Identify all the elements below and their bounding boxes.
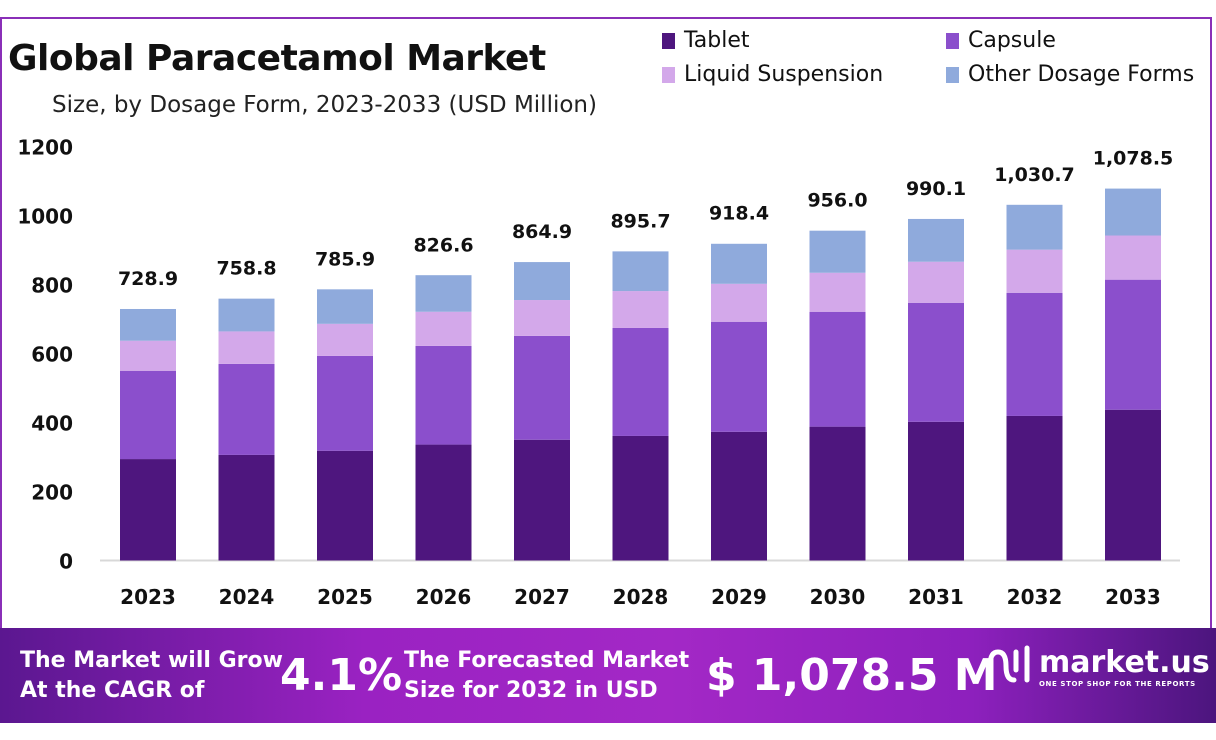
- logo-name: market.us: [1039, 644, 1210, 680]
- bar-segment-other-dosage-forms: [1105, 188, 1161, 236]
- bar-segment-capsule: [218, 363, 275, 455]
- bar-segment-tablet: [1105, 409, 1161, 561]
- x-tick-label: 2029: [711, 585, 767, 609]
- y-tick-label: 1200: [17, 136, 73, 160]
- total-label: 758.8: [216, 258, 276, 280]
- bar-segment-tablet: [711, 431, 767, 561]
- bar-segment-tablet: [809, 426, 866, 561]
- y-tick-label: 600: [31, 343, 73, 367]
- legend-swatch: [662, 32, 675, 49]
- x-tick-label: 2026: [416, 585, 472, 609]
- bar-segment-other-dosage-forms: [415, 275, 472, 312]
- chart-subtitle: Size, by Dosage Form, 2023-2033 (USD Mil…: [52, 92, 597, 118]
- total-label: 1,030.7: [994, 164, 1075, 186]
- bar-segment-other-dosage-forms: [317, 289, 373, 324]
- forecast-label: The Forecasted Market Size for 2032 in U…: [404, 648, 690, 703]
- bar-segment-tablet: [514, 439, 570, 561]
- bar-segment-capsule: [711, 321, 767, 432]
- bar-segment-liquid-suspension: [1006, 249, 1063, 293]
- x-tick-label: 2025: [317, 585, 373, 609]
- bar-segment-liquid-suspension: [612, 291, 669, 328]
- y-tick-label: 200: [31, 481, 73, 505]
- x-tick-label: 2028: [613, 585, 669, 609]
- bar-segment-tablet: [908, 421, 964, 561]
- cagr-label: The Market will Grow At the CAGR of: [20, 648, 283, 703]
- bar-segment-other-dosage-forms: [120, 308, 176, 341]
- bar-segment-liquid-suspension: [317, 323, 373, 356]
- x-tick-label: 2024: [219, 585, 275, 609]
- bar-segment-other-dosage-forms: [514, 262, 570, 301]
- bar-segment-liquid-suspension: [809, 272, 866, 312]
- x-tick-label: 2031: [908, 585, 964, 609]
- legend-label: Other Dosage Forms: [968, 62, 1195, 87]
- legend-item-tablet: Tablet: [662, 28, 750, 53]
- bar-segment-capsule: [317, 355, 373, 451]
- bar-segment-other-dosage-forms: [1006, 204, 1063, 250]
- bar-segment-capsule: [809, 311, 866, 427]
- bar-segment-liquid-suspension: [711, 283, 767, 322]
- legend-item-capsule: Capsule: [946, 28, 1056, 53]
- legend-item-other: Other Dosage Forms: [946, 62, 1194, 87]
- bar-segment-capsule: [612, 327, 669, 436]
- total-label: 990.1: [906, 178, 966, 200]
- x-tick-label: 2032: [1007, 585, 1063, 609]
- legend-swatch: [946, 66, 959, 83]
- x-tick-label: 2023: [120, 585, 176, 609]
- bar-segment-other-dosage-forms: [908, 218, 964, 262]
- total-label: 956.0: [807, 190, 867, 212]
- bar-segment-tablet: [120, 459, 176, 561]
- bar-segment-liquid-suspension: [218, 331, 275, 364]
- y-tick-label: 0: [59, 550, 73, 574]
- total-label: 785.9: [315, 248, 375, 270]
- bar-segment-capsule: [1105, 279, 1161, 410]
- legend-label: Tablet: [684, 28, 750, 53]
- legend-swatch: [946, 32, 959, 49]
- bar-segment-liquid-suspension: [1105, 235, 1161, 280]
- bar-segment-tablet: [415, 444, 472, 561]
- bar-segment-capsule: [1006, 292, 1063, 416]
- total-label: 1,078.5: [1093, 147, 1174, 169]
- bar-segment-other-dosage-forms: [711, 243, 767, 284]
- total-label: 826.6: [413, 234, 473, 256]
- bar-segment-tablet: [218, 454, 275, 561]
- logo-tagline: ONE STOP SHOP FOR THE REPORTS: [1039, 679, 1196, 688]
- y-tick-label: 1000: [17, 205, 73, 229]
- bar-segment-tablet: [612, 435, 669, 561]
- bar-segment-liquid-suspension: [415, 311, 472, 346]
- market-us-logo: market.us ONE STOP SHOP FOR THE REPORTS: [985, 644, 1210, 688]
- total-label: 728.9: [118, 268, 178, 290]
- bar-segment-other-dosage-forms: [809, 230, 866, 273]
- bar-segment-liquid-suspension: [120, 340, 176, 371]
- chart-frame: [0, 17, 1212, 629]
- total-label: 918.4: [709, 203, 769, 225]
- bar-segment-capsule: [120, 370, 176, 460]
- chart-title: Global Paracetamol Market: [8, 38, 546, 79]
- legend-item-liquid: Liquid Suspension: [662, 62, 883, 87]
- bar-segment-capsule: [514, 335, 570, 440]
- bar-segment-capsule: [908, 302, 964, 422]
- total-label: 864.9: [512, 221, 572, 243]
- legend-swatch: [662, 66, 675, 83]
- legend-label: Liquid Suspension: [684, 62, 884, 87]
- y-tick-label: 800: [31, 274, 73, 298]
- forecast-value: $ 1,078.5 M: [706, 650, 998, 701]
- cagr-value: 4.1%: [280, 650, 403, 701]
- bar-segment-tablet: [317, 450, 373, 561]
- legend-label: Capsule: [968, 28, 1056, 53]
- bar-segment-other-dosage-forms: [612, 251, 669, 292]
- logo-icon: [987, 645, 1030, 683]
- total-label: 895.7: [610, 210, 670, 232]
- stacked-bar-chart: 0 200 400 600 800 1000 1200 728.9 2023 758.8 2024 7…: [17, 136, 1180, 609]
- x-tick-label: 2033: [1105, 585, 1161, 609]
- footer-banner: The Market will Grow At the CAGR of 4.1%…: [0, 628, 1216, 723]
- bar-segment-liquid-suspension: [514, 300, 570, 336]
- bar-segment-tablet: [1006, 415, 1063, 561]
- x-tick-label: 2027: [514, 585, 570, 609]
- bar-segment-liquid-suspension: [908, 261, 964, 303]
- y-tick-label: 400: [31, 412, 73, 436]
- x-tick-label: 2030: [810, 585, 866, 609]
- bar-segment-capsule: [415, 345, 472, 445]
- bar-segment-other-dosage-forms: [218, 298, 275, 332]
